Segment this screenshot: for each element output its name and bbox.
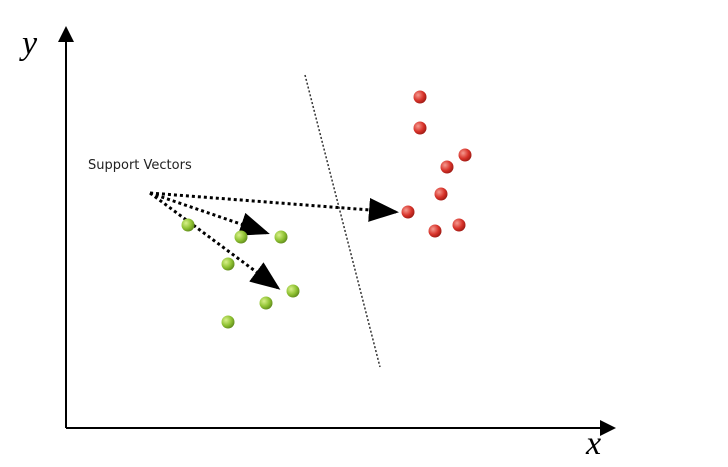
point xyxy=(428,224,442,238)
red-points xyxy=(401,90,472,238)
separating-line xyxy=(304,74,381,368)
point xyxy=(440,160,454,174)
point xyxy=(434,187,448,201)
point xyxy=(286,284,300,298)
point xyxy=(413,121,427,135)
point xyxy=(259,296,273,310)
point xyxy=(221,315,235,329)
y-axis-label: y xyxy=(19,25,38,62)
arrow xyxy=(149,191,270,236)
x-axis-label: x xyxy=(585,425,601,462)
arrow xyxy=(149,191,399,222)
point xyxy=(221,257,235,271)
annotation: Support Vectors xyxy=(88,158,192,173)
point xyxy=(413,90,427,104)
point xyxy=(458,148,472,162)
arrow xyxy=(149,191,281,290)
point xyxy=(452,218,466,232)
arrows xyxy=(149,191,399,290)
point xyxy=(401,205,415,219)
point xyxy=(234,230,248,244)
green-points xyxy=(181,218,300,329)
point xyxy=(181,218,195,232)
point xyxy=(274,230,288,244)
